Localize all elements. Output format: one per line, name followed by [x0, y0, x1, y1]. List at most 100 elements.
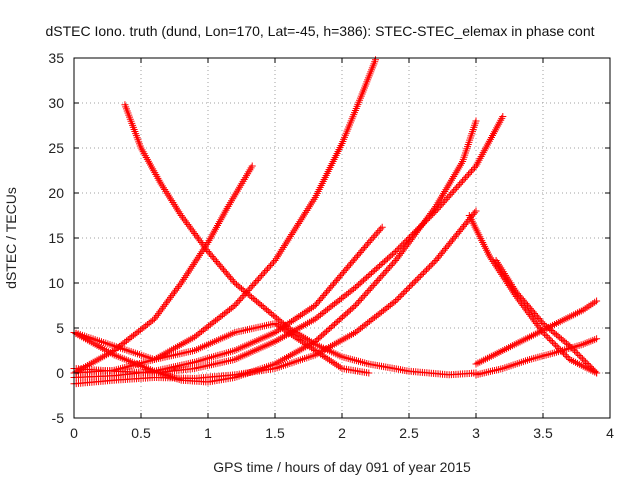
- data-point: [317, 350, 325, 358]
- data-point: [544, 333, 552, 341]
- data-point: [196, 237, 204, 245]
- data-point: [438, 200, 446, 208]
- data-point: [289, 332, 297, 340]
- data-point: [311, 338, 319, 345]
- data-point: [421, 267, 429, 275]
- data-point: [318, 351, 326, 359]
- data-point: [363, 288, 371, 296]
- data-point: [575, 352, 583, 360]
- y-tick-label: 35: [48, 50, 64, 66]
- data-point: [237, 295, 245, 303]
- data-point: [415, 224, 423, 232]
- data-point: [583, 359, 591, 367]
- data-point: [329, 322, 337, 330]
- data-point: [380, 270, 388, 278]
- data-point: [348, 304, 356, 312]
- data-point: [456, 180, 464, 188]
- data-point: [265, 263, 273, 271]
- data-point: [195, 235, 203, 243]
- data-point: [295, 313, 303, 321]
- data-point: [297, 311, 305, 319]
- data-point: [238, 293, 246, 301]
- data-point: [287, 331, 295, 339]
- data-point: [318, 332, 326, 340]
- data-point: [410, 229, 418, 237]
- data-point: [232, 300, 240, 308]
- y-tick-label: 0: [56, 365, 64, 381]
- data-point: [161, 301, 169, 309]
- data-point: [371, 266, 379, 274]
- data-point: [401, 238, 409, 246]
- data-point: [574, 350, 582, 358]
- data-point: [166, 293, 174, 301]
- data-point: [465, 170, 473, 178]
- data-point: [264, 265, 272, 273]
- x-tick-label: 2.5: [399, 425, 419, 441]
- data-point: [378, 223, 386, 231]
- data-point: [320, 353, 328, 360]
- data-point: [365, 369, 373, 377]
- data-point: [416, 272, 424, 280]
- y-tick-label: 25: [48, 140, 64, 156]
- data-point: [271, 320, 279, 327]
- data-point: [572, 348, 580, 356]
- data-point: [404, 235, 412, 243]
- data-point: [378, 272, 386, 279]
- data-point: [160, 302, 168, 310]
- data-point: [365, 239, 373, 246]
- data-point: [273, 327, 281, 335]
- data-point: [270, 258, 278, 266]
- data-point: [399, 289, 407, 297]
- data-point: [293, 334, 301, 342]
- data-point: [395, 244, 403, 252]
- data-point: [313, 348, 321, 356]
- data-point: [340, 312, 348, 320]
- data-point: [282, 327, 290, 335]
- data-point: [407, 232, 415, 240]
- data-point: [369, 233, 377, 241]
- data-point: [563, 352, 571, 360]
- data-point: [268, 260, 276, 268]
- data-point: [577, 353, 585, 361]
- data-point: [435, 204, 443, 212]
- data-point: [530, 316, 538, 324]
- data-point: [261, 268, 269, 276]
- data-point: [252, 278, 260, 286]
- data-point: [314, 335, 322, 343]
- x-tick-label: 1.5: [265, 425, 285, 441]
- data-point: [528, 314, 536, 322]
- data-point: [472, 207, 480, 215]
- data-point: [359, 276, 367, 284]
- data-point: [418, 221, 426, 229]
- data-point: [368, 283, 376, 291]
- data-point: [427, 212, 435, 220]
- data-point: [335, 316, 343, 324]
- data-point: [193, 233, 201, 241]
- data-point: [377, 260, 385, 268]
- data-point: [372, 230, 380, 238]
- axes: 0 0.5 1 1.5 2 2.5 3 3.5 4 -5 0 5 10 15 20 25 30 35: [48, 50, 614, 441]
- data-point: [199, 240, 207, 248]
- data-point: [244, 287, 252, 294]
- data-point: [399, 240, 407, 248]
- data-point: [353, 300, 361, 308]
- data-point: [319, 330, 327, 338]
- data-point: [423, 266, 431, 274]
- data-point: [375, 275, 383, 283]
- data-point: [538, 318, 546, 326]
- data-point: [308, 304, 316, 312]
- data-point: [169, 290, 177, 298]
- data-point: [359, 293, 367, 301]
- data-point: [308, 344, 316, 352]
- data-point: [369, 268, 377, 276]
- data-point: [442, 195, 450, 203]
- data-point: [248, 162, 256, 170]
- data-point: [406, 233, 414, 241]
- data-point: [336, 363, 344, 371]
- data-point: [472, 117, 480, 125]
- data-point: [395, 294, 403, 302]
- data-point: [149, 316, 157, 324]
- data-point: [271, 329, 279, 336]
- data-point: [309, 303, 317, 311]
